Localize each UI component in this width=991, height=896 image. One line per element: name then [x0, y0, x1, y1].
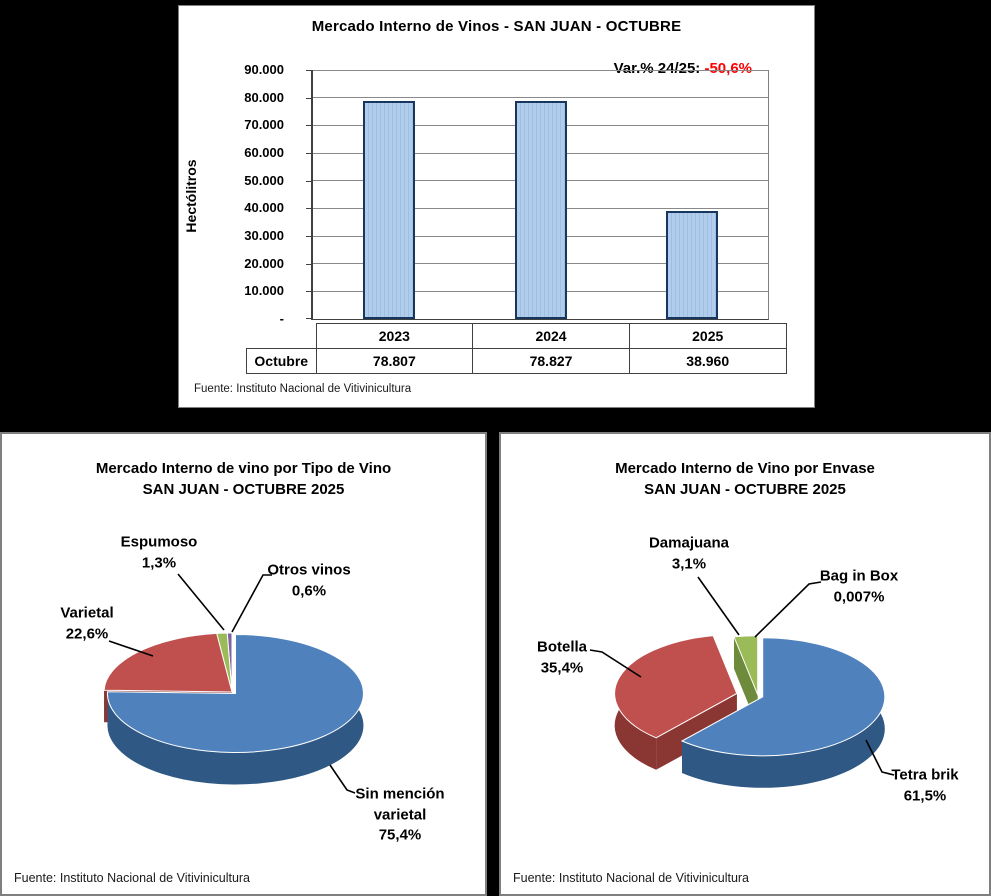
- pie-slice-tetra-brik: [680, 637, 886, 757]
- bar-chart-panel: Mercado Interno de Vinos - SAN JUAN - OC…: [178, 5, 815, 408]
- pie-tipo-vino-title: Mercado Interno de vino por Tipo de Vino…: [2, 458, 485, 500]
- pie-label-name: Botella: [536, 638, 587, 656]
- axis-tick: [306, 263, 313, 265]
- leader-line-damajuana: [697, 576, 740, 636]
- pie-label-name: Bag in Box: [819, 567, 899, 585]
- pie-label-damajuana: Damajuana 3,1%: [624, 534, 754, 575]
- bar-2025: [666, 211, 719, 319]
- axis-tick: [306, 153, 313, 154]
- leader-line-tetra-brik: [865, 739, 895, 776]
- pie-label-bag-in-box: Bag in Box 0,007%: [794, 567, 924, 608]
- y-tick-label: 60.000: [244, 145, 284, 160]
- pie-slice-cut-botella: [656, 693, 737, 770]
- y-tick-label: 50.000: [244, 172, 284, 188]
- pie-tipo-vino-chart: [103, 573, 364, 794]
- table-value-2025: 38.960: [628, 348, 787, 374]
- table-year-2024: 2024: [472, 323, 630, 349]
- pie-title-line2: SAN JUAN - OCTUBRE 2025: [142, 481, 345, 498]
- axis-tick: [306, 318, 313, 319]
- pie-label-pct: 1,3%: [141, 554, 177, 571]
- pie-label-pct: 35,4%: [540, 659, 584, 676]
- axis-tick: [306, 180, 313, 182]
- pie-label-name: Sin mención varietal: [355, 785, 445, 823]
- pie-label-name: Varietal: [60, 604, 114, 622]
- table-header-row: 2023 2024 2025: [247, 323, 787, 349]
- table-year-2025: 2025: [628, 323, 787, 349]
- y-tick-label: 10.000: [244, 283, 284, 299]
- table-value-row: Octubre 78.807 78.827 38.960: [246, 348, 787, 374]
- y-tick-label: 80.000: [244, 89, 284, 105]
- pie-title-line1: Mercado Interno de Vino por Envase: [615, 460, 875, 477]
- source-note: Fuente: Instituto Nacional de Vitivinicu…: [513, 871, 750, 885]
- axis-tick: [306, 70, 313, 71]
- leader-line-espumoso: [177, 573, 225, 631]
- source-note: Fuente: Instituto Nacional de Vitivinicu…: [14, 871, 251, 885]
- source-note: Fuente: Instituto Nacional de Vitivinicu…: [194, 383, 412, 395]
- table-value-2024: 78.827: [472, 348, 630, 374]
- pie-slice-botella: [614, 635, 738, 739]
- axis-tick: [306, 97, 313, 99]
- pie-envase-panel: Mercado Interno de Vino por Envase SAN J…: [499, 432, 991, 896]
- pie-slice-varietal: [103, 632, 233, 693]
- y-tick-label: 90.000: [244, 62, 284, 77]
- table-corner-spacer: [247, 324, 317, 349]
- y-tick-label: 20.000: [244, 255, 284, 271]
- leader-line-botella: [589, 649, 642, 678]
- axis-tick: [306, 236, 313, 237]
- y-axis-title: Hectólitros: [183, 159, 199, 233]
- pie-tipo-vino-panel: Mercado Interno de vino por Tipo de Vino…: [0, 432, 487, 896]
- pie-label-pct: 22,6%: [65, 625, 109, 642]
- table-year-2023: 2023: [315, 323, 474, 349]
- table-value-2023: 78.807: [315, 348, 474, 374]
- y-tick-label: 40.000: [244, 200, 284, 216]
- pie-label-pct: 0,6%: [291, 582, 327, 599]
- leader-line-varietal: [108, 640, 154, 657]
- leader-line-sin-mencion-varietal: [329, 764, 356, 794]
- bar-data-table: 2023 2024 2025 Octubre 78.807 78.827 38.960: [246, 323, 787, 374]
- pie-label-pct: 3,1%: [671, 555, 707, 572]
- bar-chart-title: Mercado Interno de Vinos - SAN JUAN - OC…: [311, 18, 682, 35]
- pie-label-varietal: Varietal 22,6%: [22, 604, 152, 645]
- pie-label-espumoso: Espumoso 1,3%: [94, 533, 224, 574]
- y-tick-label: 70.000: [244, 117, 284, 133]
- axis-tick: [306, 208, 313, 210]
- bar-2024: [514, 101, 567, 319]
- axis-tick: [306, 291, 313, 293]
- table-row-label: Octubre: [246, 348, 317, 374]
- pie-label-pct: 0,007%: [833, 588, 885, 605]
- bar-plot-area: [306, 70, 769, 320]
- bar-2023: [362, 101, 415, 319]
- pie-label-otros-vinos: Otros vinos 0,6%: [244, 561, 374, 602]
- pie-title-line1: Mercado Interno de vino por Tipo de Vino: [95, 460, 392, 477]
- variation-value: -50,6%: [704, 60, 752, 77]
- pie-label-sin-mencion-varietal: Sin mención varietal 75,4%: [335, 784, 465, 846]
- pie-label-name: Damajuana: [648, 534, 730, 552]
- pie-slice-sin-mencion-varietal: [106, 633, 364, 753]
- pie-label-pct: 75,4%: [378, 826, 422, 844]
- pie-label-botella: Botella 35,4%: [497, 638, 627, 679]
- pie-label-name: Tetra brik: [891, 766, 959, 784]
- pie-slice-damajuana: [733, 635, 759, 695]
- pie-label-name: Espumoso: [120, 533, 198, 551]
- variation-annotation: Var.% 24/25: -50,6%: [614, 60, 752, 77]
- gridline: [313, 70, 768, 71]
- gridline: [313, 97, 768, 99]
- pie-envase-chart: [589, 576, 895, 788]
- leader-line-otros-vinos: [231, 574, 272, 633]
- pie-label-tetra-brik: Tetra brik 61,5%: [860, 766, 990, 807]
- variation-label: Var.% 24/25:: [613, 60, 701, 77]
- pie-envase-title: Mercado Interno de Vino por Envase SAN J…: [501, 458, 989, 500]
- pie-title-line2: SAN JUAN - OCTUBRE 2025: [644, 481, 846, 498]
- leader-line-bag-in-box: [754, 581, 822, 638]
- axis-tick: [306, 125, 313, 127]
- pie-label-name: Otros vinos: [267, 561, 351, 579]
- pie-label-pct: 61,5%: [903, 787, 947, 804]
- y-tick-label: -: [279, 311, 284, 326]
- y-tick-label: 30.000: [244, 228, 284, 243]
